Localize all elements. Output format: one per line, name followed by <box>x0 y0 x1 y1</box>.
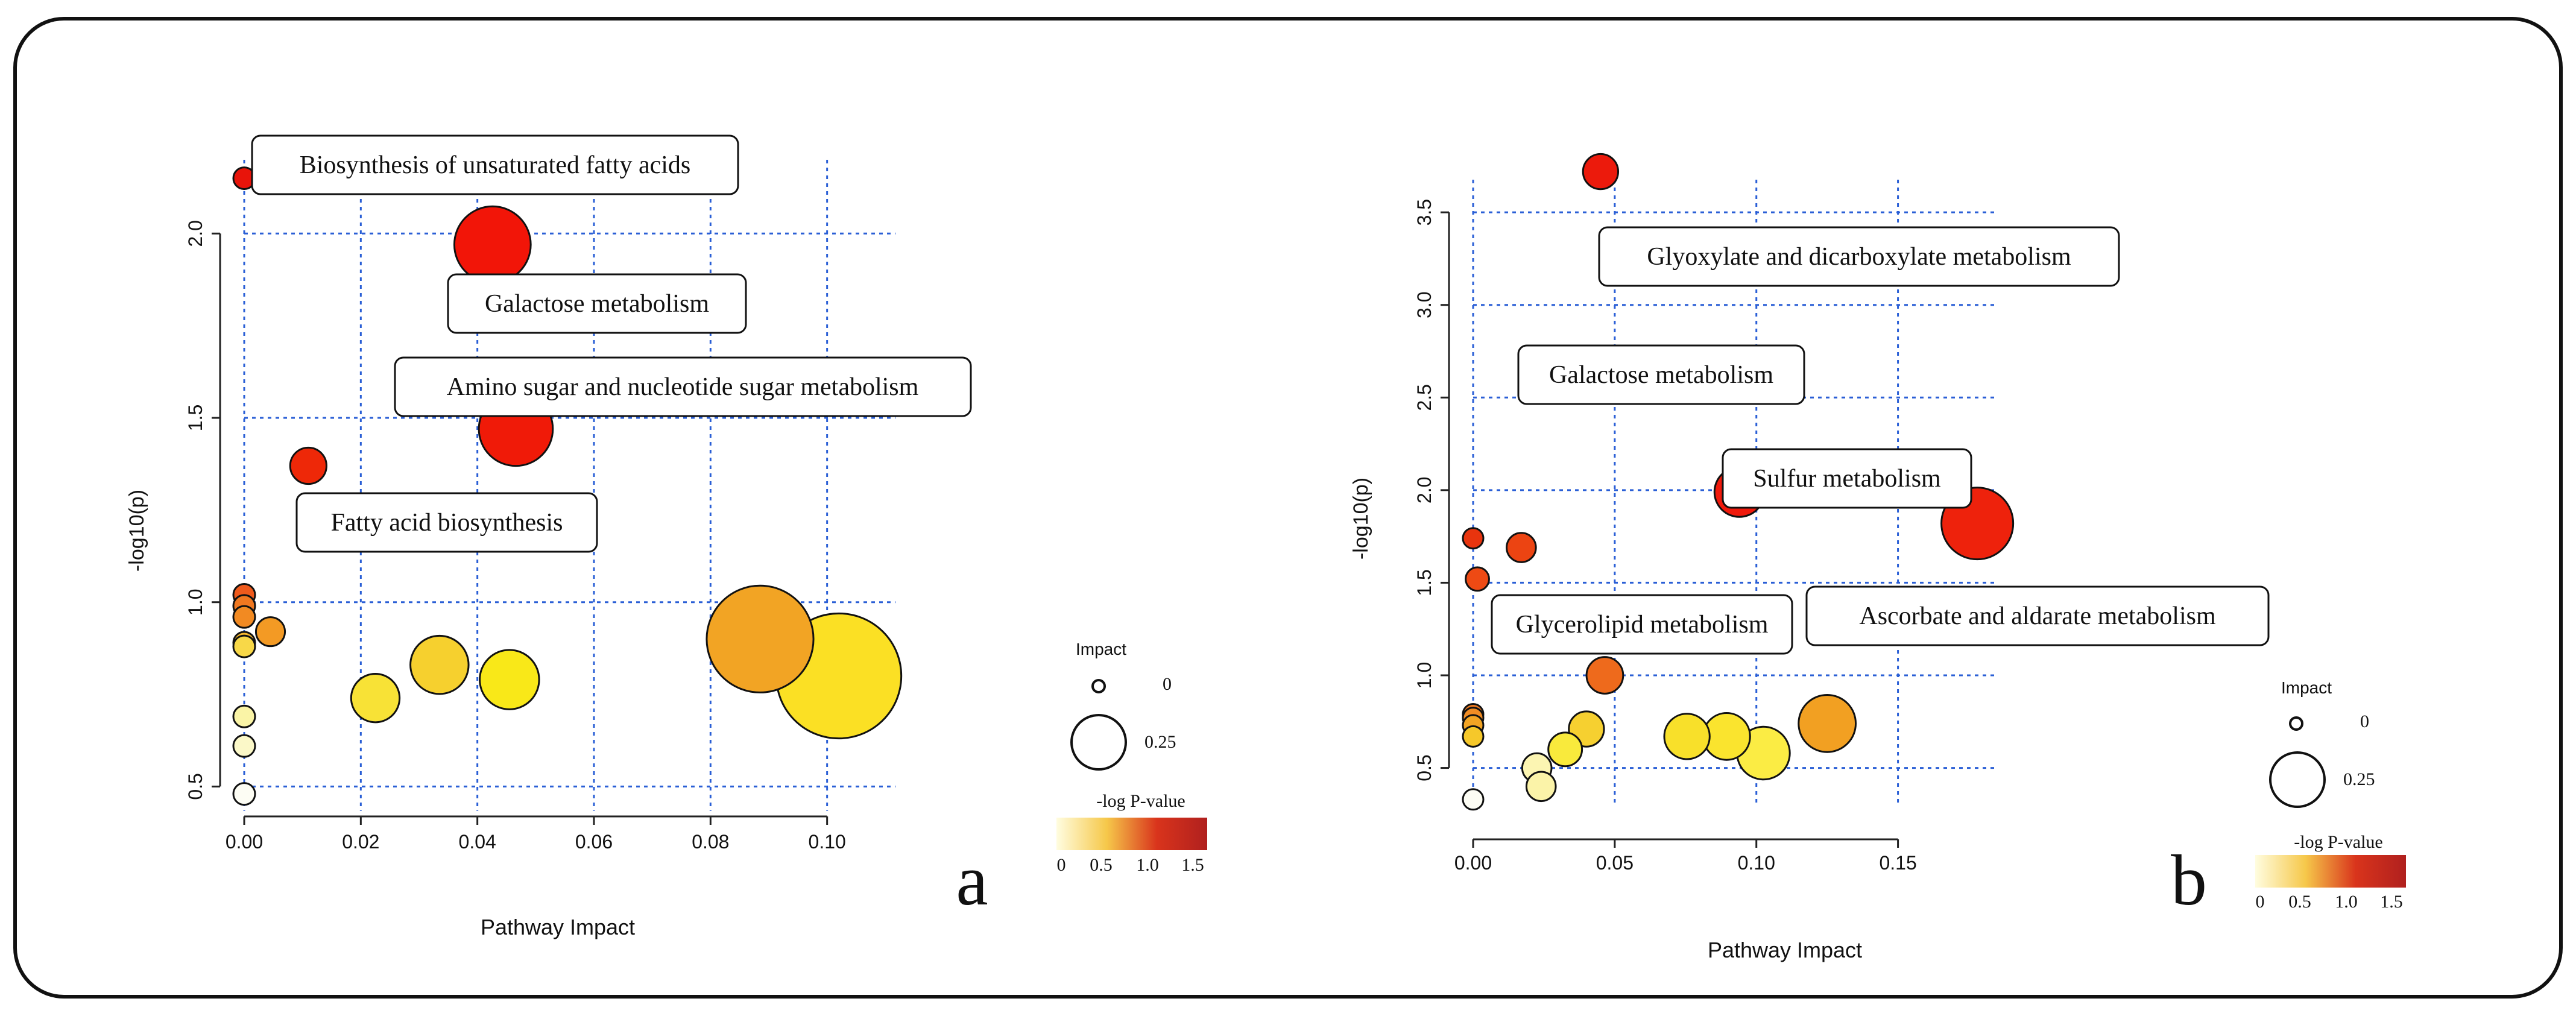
panel-a-point-10 <box>706 584 815 693</box>
panel-b-point-0 <box>1582 153 1620 191</box>
panel-a-size-legend-label-0: 0 <box>1163 674 1172 694</box>
panel-b-size-legend-label-1: 0.25 <box>2343 769 2375 789</box>
panel-b-point-12 <box>1798 693 1857 753</box>
panel-a-x-tick-label-4: 0.08 <box>692 831 729 853</box>
panel-b-size-legend-title: Impact <box>2281 678 2332 697</box>
panel-a-x-tick-label-3: 0.06 <box>575 831 613 853</box>
panel-b-x-tick-label-2: 0.10 <box>1738 852 1775 874</box>
panel-a-annotation-3-text: Fatty acid biosynthesis <box>331 509 563 537</box>
panel-a-point-14 <box>350 673 401 724</box>
panel-b-annotation-3-text: Glycerolipid metabolism <box>1516 611 1769 639</box>
panel-a-annotation-0-text: Biosynthesis of unsaturated fatty acids <box>300 151 691 179</box>
panel-a-y-tick-label-3: 2.0 <box>185 220 206 247</box>
panel-a-point-15 <box>232 704 256 728</box>
panel-b-color-legend-label-3: 1.5 <box>2380 892 2403 912</box>
panel-b-y-axis-label: -log10(p) <box>1350 478 1372 560</box>
panel-a-x-axis-label: Pathway Impact <box>481 915 635 939</box>
panel-a-size-legend-small <box>1091 679 1106 693</box>
panel-b-annotation-0-text: Glyoxylate and dicarboxylate metabolism <box>1647 243 2071 271</box>
panel-a-point-6 <box>232 605 256 629</box>
panel-b-annotation-4: Ascorbate and aldarate metabolism <box>1805 585 2270 646</box>
panel-b-y-tick-label-1: 1.0 <box>1413 662 1435 689</box>
panel-b-size-legend-label-0: 0 <box>2360 712 2369 731</box>
panel-b-color-legend-label-2: 1.0 <box>2335 892 2358 912</box>
panel-b-color-legend-label-1: 0.5 <box>2288 892 2311 912</box>
panel-a-size-legend-label-1: 0.25 <box>1144 732 1176 752</box>
panel-a-annotation-1: Galactose metabolism <box>447 273 747 334</box>
panel-a-color-legend-label-1: 0.5 <box>1090 855 1113 875</box>
panel-b-annotation-1-text: Galactose metabolism <box>1549 361 1773 389</box>
panel-a: 0.5 1.0 1.5 2.0 0.00 0.02 0.04 0.06 0.08 0.10 Pa… <box>125 134 1207 939</box>
panel-a-label: a <box>956 840 988 920</box>
panel-b-annotation-1: Galactose metabolism <box>1517 344 1805 405</box>
panel-a-x-tick-label-2: 0.04 <box>459 831 496 853</box>
panel-b-color-legend-title: -log P-value <box>2294 832 2382 852</box>
panel-a-color-legend-label-0: 0 <box>1057 855 1066 875</box>
panel-a-color-legend-label-2: 1.0 <box>1136 855 1159 875</box>
panel-b-point-14 <box>1663 713 1711 760</box>
panel-a-x-ticks: 0.00 0.02 0.04 0.06 0.08 0.10 <box>226 816 846 853</box>
panel-a-x-tick-label-1: 0.02 <box>342 831 379 853</box>
panel-b-point-5 <box>1506 532 1537 563</box>
panel-b: 0.5 1.0 1.5 2.0 2.5 3.0 3.5 0.00 0.05 0.10 0.15 P… <box>1350 153 2406 962</box>
panel-a-annotation-2-text: Amino sugar and nucleotide sugar metabol… <box>447 373 919 401</box>
panel-a-y-ticks: 0.5 1.0 1.5 2.0 <box>185 220 220 800</box>
panel-b-color-legend-label-0: 0 <box>2256 892 2265 912</box>
panel-b-point-17 <box>1547 731 1583 768</box>
panel-a-y-tick-label-1: 1.0 <box>185 588 206 615</box>
panel-b-point-19 <box>1525 771 1557 803</box>
panel-a-annotation-0: Biosynthesis of unsaturated fatty acids <box>251 134 739 195</box>
panel-b-y-tick-label-4: 2.5 <box>1413 384 1435 411</box>
panel-b-point-4 <box>1462 527 1485 550</box>
panel-b-y-tick-label-3: 2.0 <box>1413 477 1435 503</box>
panel-a-size-legend-large <box>1070 714 1127 771</box>
panel-a-annotation-1-text: Galactose metabolism <box>485 290 709 318</box>
panel-b-x-tick-label-3: 0.15 <box>1879 852 1916 874</box>
panel-b-x-ticks: 0.00 0.05 0.10 0.15 <box>1454 839 1917 874</box>
panel-b-annotation-4-text: Ascorbate and aldarate metabolism <box>1859 602 2216 630</box>
panel-b-y-tick-label-2: 1.5 <box>1413 569 1435 596</box>
panel-b-point-6 <box>1465 566 1490 592</box>
panel-b-label: b <box>2171 840 2207 920</box>
panel-a-point-16 <box>232 734 256 758</box>
panel-b-point-7 <box>1585 656 1624 695</box>
panel-a-y-tick-label-0: 0.5 <box>185 773 206 800</box>
panel-b-y-ticks: 0.5 1.0 1.5 2.0 2.5 3.0 3.5 <box>1413 199 1449 781</box>
panel-b-x-tick-label-1: 0.05 <box>1596 852 1634 874</box>
panel-a-y-tick-label-2: 1.5 <box>185 405 206 431</box>
panel-a-annotation-3: Fatty acid biosynthesis <box>295 492 598 553</box>
panel-a-color-bar <box>1056 818 1207 850</box>
panel-a-x-tick-label-5: 0.10 <box>809 831 846 853</box>
panel-b-size-legend-large <box>2269 751 2326 808</box>
panel-b-point-20 <box>1462 788 1485 811</box>
panel-a-color-legend-title: -log P-value <box>1096 791 1185 811</box>
panel-b-annotation-2-text: Sulfur metabolism <box>1753 465 1941 493</box>
panel-b-color-bar <box>2255 855 2406 888</box>
panel-b-y-tick-label-0: 0.5 <box>1413 754 1435 781</box>
panel-b-y-tick-label-6: 3.5 <box>1413 199 1435 226</box>
panel-a-annotation-2: Amino sugar and nucleotide sugar metabol… <box>394 356 972 417</box>
panel-b-annotation-2: Sulfur metabolism <box>1722 448 1972 509</box>
panel-a-size-legend-title: Impact <box>1076 640 1126 658</box>
panel-a-x-tick-label-0: 0.00 <box>226 831 263 853</box>
panel-a-color-legend-label-3: 1.5 <box>1181 855 1204 875</box>
panel-b-annotation-0: Glyoxylate and dicarboxylate metabolism <box>1598 226 2120 287</box>
panel-a-point-12 <box>409 634 470 695</box>
panel-a-point-9 <box>232 634 256 658</box>
panel-b-point-11 <box>1462 725 1485 748</box>
panel-b-y-tick-label-5: 3.0 <box>1413 291 1435 318</box>
panel-a-point-7 <box>254 616 286 648</box>
panel-a-point-1 <box>453 205 532 284</box>
panel-a-y-axis-label: -log10(p) <box>125 490 148 572</box>
panel-a-point-17 <box>232 782 256 806</box>
panel-b-size-legend-small <box>2289 716 2303 731</box>
panel-a-point-3 <box>289 446 327 485</box>
panel-a-points <box>232 166 903 806</box>
panel-a-point-13 <box>479 649 540 710</box>
panel-b-annotation-3: Glycerolipid metabolism <box>1491 594 1793 655</box>
panel-b-x-axis-label: Pathway Impact <box>1708 938 1862 962</box>
panel-b-x-tick-label-0: 0.00 <box>1454 852 1492 874</box>
